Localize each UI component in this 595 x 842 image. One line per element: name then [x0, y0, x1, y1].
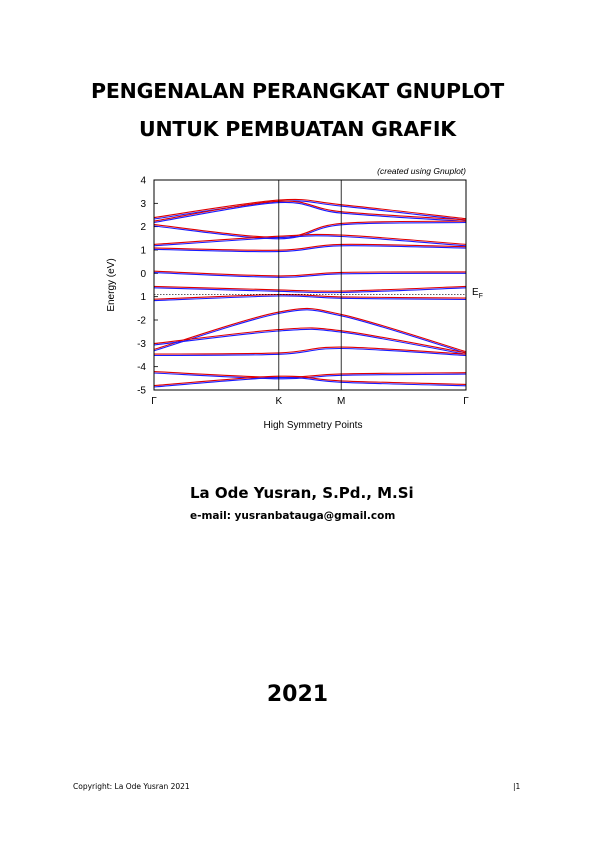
band-red-10 [154, 346, 466, 355]
band-blue-2 [154, 221, 466, 240]
y-tick-label: -5 [137, 386, 146, 397]
band-blue-8 [154, 309, 466, 354]
band-red-5 [154, 270, 466, 277]
band-red-8 [154, 307, 466, 353]
band-blue-12 [154, 376, 466, 388]
band-blue-4 [154, 245, 466, 253]
y-tick-label: 1 [140, 246, 146, 257]
band-red-3 [154, 233, 466, 245]
y-tick-label: 0 [140, 269, 146, 280]
y-tick-label: -2 [137, 316, 146, 327]
band-blue-9 [154, 328, 466, 355]
band-blue-0 [154, 200, 466, 221]
band-blue-6 [154, 287, 466, 294]
y-tick-label: 2 [140, 222, 146, 233]
footer-copyright: Copyright: La Ode Yusran 2021 [73, 782, 190, 791]
x-tick-label: Γ [151, 396, 157, 407]
band-blue-1 [154, 201, 466, 224]
page-number: |1 [513, 782, 521, 791]
band-red-4 [154, 243, 466, 251]
document-title-line-2: UNTUK PEMBUATAN GRAFIK [139, 117, 456, 141]
y-axis-label: Energy (eV) [106, 258, 117, 311]
band-red-0 [154, 198, 466, 220]
band-red-1 [154, 200, 466, 222]
band-blue-7 [154, 295, 466, 302]
y-tick-label: -3 [137, 339, 146, 350]
band-red-9 [154, 327, 466, 354]
x-tick-label: M [337, 396, 345, 407]
plot-frame [153, 179, 467, 391]
band-red-2 [154, 220, 466, 238]
document-title-line-1: PENGENALAN PERANGKAT GNUPLOT [91, 79, 504, 103]
y-tick-label: 4 [140, 176, 146, 187]
y-tick-label: -4 [137, 362, 146, 373]
x-tick-label: K [275, 396, 282, 407]
author-email: e-mail: yusranbatauga@gmail.com [190, 510, 396, 522]
band-red-6 [154, 285, 466, 292]
band-red-12 [154, 375, 466, 387]
x-axis-label: High Symmetry Points [264, 420, 363, 431]
y-tick-label: 1 [140, 292, 146, 303]
author-name: La Ode Yusran, S.Pd., M.Si [190, 484, 414, 502]
band-blue-5 [154, 272, 466, 278]
band-blue-3 [154, 235, 466, 247]
y-tick-label: 3 [140, 199, 146, 210]
band-structure-chart: (created using Gnuplot) -5 -4 -3 -2 1 0 1 2 3 4 E… [106, 166, 483, 431]
fermi-label-subscript: F [479, 293, 483, 300]
band-red-7 [154, 294, 466, 300]
band-blue-10 [154, 347, 466, 357]
fermi-level-label: EF [472, 287, 483, 300]
fermi-label-e: E [472, 287, 479, 298]
chart-annotation: (created using Gnuplot) [377, 166, 466, 176]
band-red-11 [154, 371, 466, 378]
publication-year: 2021 [266, 682, 329, 707]
x-tick-label: Γ [463, 396, 469, 407]
